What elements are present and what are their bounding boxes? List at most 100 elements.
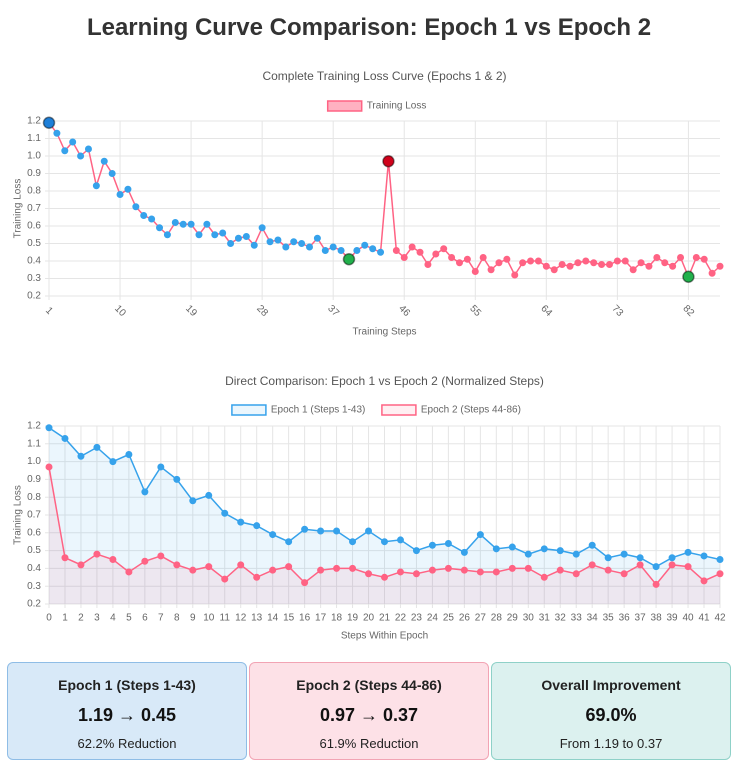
- point: [157, 552, 165, 560]
- point: [234, 234, 242, 242]
- point: [511, 271, 519, 279]
- point: [613, 257, 621, 265]
- point: [412, 570, 420, 578]
- point: [590, 259, 598, 267]
- point: [369, 245, 377, 253]
- point: [353, 247, 361, 254]
- highlight-point: [382, 155, 395, 168]
- x-tick-label: 20: [363, 613, 375, 624]
- point: [253, 522, 261, 530]
- x-tick-label: 22: [395, 613, 407, 624]
- point: [508, 564, 516, 572]
- point: [700, 552, 708, 560]
- point: [269, 531, 277, 539]
- point: [412, 547, 420, 555]
- point: [677, 254, 685, 261]
- point: [428, 566, 436, 574]
- point: [93, 443, 101, 451]
- point: [205, 563, 213, 571]
- card-main: 69.0%: [585, 705, 637, 725]
- x-tick-label: 41: [698, 613, 710, 624]
- area: [49, 466, 720, 604]
- point: [540, 545, 548, 553]
- card-sub: 61.9% Reduction: [319, 736, 419, 751]
- y-axis-title: Training Loss: [13, 485, 24, 545]
- point: [148, 215, 156, 223]
- y-tick-label: 0.9: [27, 168, 41, 179]
- point: [242, 233, 250, 240]
- point: [637, 259, 645, 267]
- card-main: 1.19 → 0.45: [77, 705, 177, 725]
- point: [550, 266, 558, 274]
- x-tick-label: 64: [538, 303, 554, 319]
- y-tick-label: 0.2: [27, 291, 41, 302]
- point: [317, 527, 325, 535]
- point: [621, 257, 629, 265]
- y-tick-label: 0.5: [27, 238, 41, 249]
- point: [195, 231, 203, 239]
- point: [519, 259, 527, 267]
- x-tick-label: 35: [603, 613, 615, 624]
- point: [476, 531, 484, 539]
- highlight-point: [342, 253, 356, 266]
- point: [253, 573, 261, 581]
- point: [93, 550, 101, 558]
- point: [219, 229, 227, 237]
- point: [556, 547, 564, 555]
- point: [285, 538, 293, 546]
- point: [211, 231, 219, 239]
- point: [540, 573, 548, 581]
- point: [141, 557, 149, 565]
- point: [605, 261, 613, 268]
- point: [653, 254, 661, 261]
- point: [221, 575, 229, 583]
- point: [620, 570, 628, 578]
- y-tick-label: 0.8: [27, 186, 41, 197]
- card-sub: 62.2% Reduction: [77, 736, 177, 751]
- point: [432, 250, 440, 258]
- point: [700, 255, 708, 263]
- x-tick-label: 30: [523, 613, 535, 624]
- point: [692, 254, 700, 261]
- point: [558, 261, 566, 268]
- point: [566, 262, 574, 270]
- x-tick-label: 8: [174, 613, 180, 624]
- point: [381, 538, 388, 546]
- point: [100, 157, 108, 165]
- x-tick-label: 23: [411, 613, 423, 624]
- point: [463, 255, 471, 263]
- x-tick-label: 29: [507, 613, 519, 624]
- point: [381, 573, 388, 581]
- point: [645, 262, 653, 270]
- x-tick-label: 10: [203, 613, 215, 624]
- x-tick-label: 15: [283, 613, 295, 624]
- point: [298, 240, 306, 247]
- y-tick-label: 0.2: [27, 599, 41, 610]
- card-title: Epoch 1 (Steps 1-43): [58, 677, 196, 693]
- point: [424, 261, 432, 268]
- x-tick-label: 19: [347, 613, 359, 624]
- point: [337, 247, 345, 254]
- point: [250, 241, 258, 249]
- point: [668, 561, 676, 569]
- point: [716, 262, 724, 270]
- x-tick-label: 10: [112, 303, 128, 319]
- point: [604, 566, 612, 574]
- x-tick-label: 55: [467, 303, 483, 319]
- x-tick-label: 25: [443, 613, 455, 624]
- card: Epoch 1 (Steps 1-43) 1.19 → 0.45 62.2% Red…: [7, 662, 247, 760]
- area: [49, 427, 720, 604]
- point: [163, 231, 171, 239]
- point: [329, 243, 337, 251]
- point: [416, 248, 424, 256]
- point: [92, 182, 100, 190]
- y-tick-label: 0.7: [27, 510, 41, 521]
- x-tick-label: 17: [315, 613, 327, 624]
- highlight-point: [42, 116, 56, 129]
- chart-title: Complete Training Loss Curve (Epochs 1 &…: [262, 69, 506, 83]
- x-tick-label: 46: [396, 303, 412, 319]
- x-tick-label: 31: [539, 613, 551, 624]
- legend-label: Training Loss: [367, 101, 427, 112]
- point: [77, 561, 85, 569]
- point: [377, 248, 385, 256]
